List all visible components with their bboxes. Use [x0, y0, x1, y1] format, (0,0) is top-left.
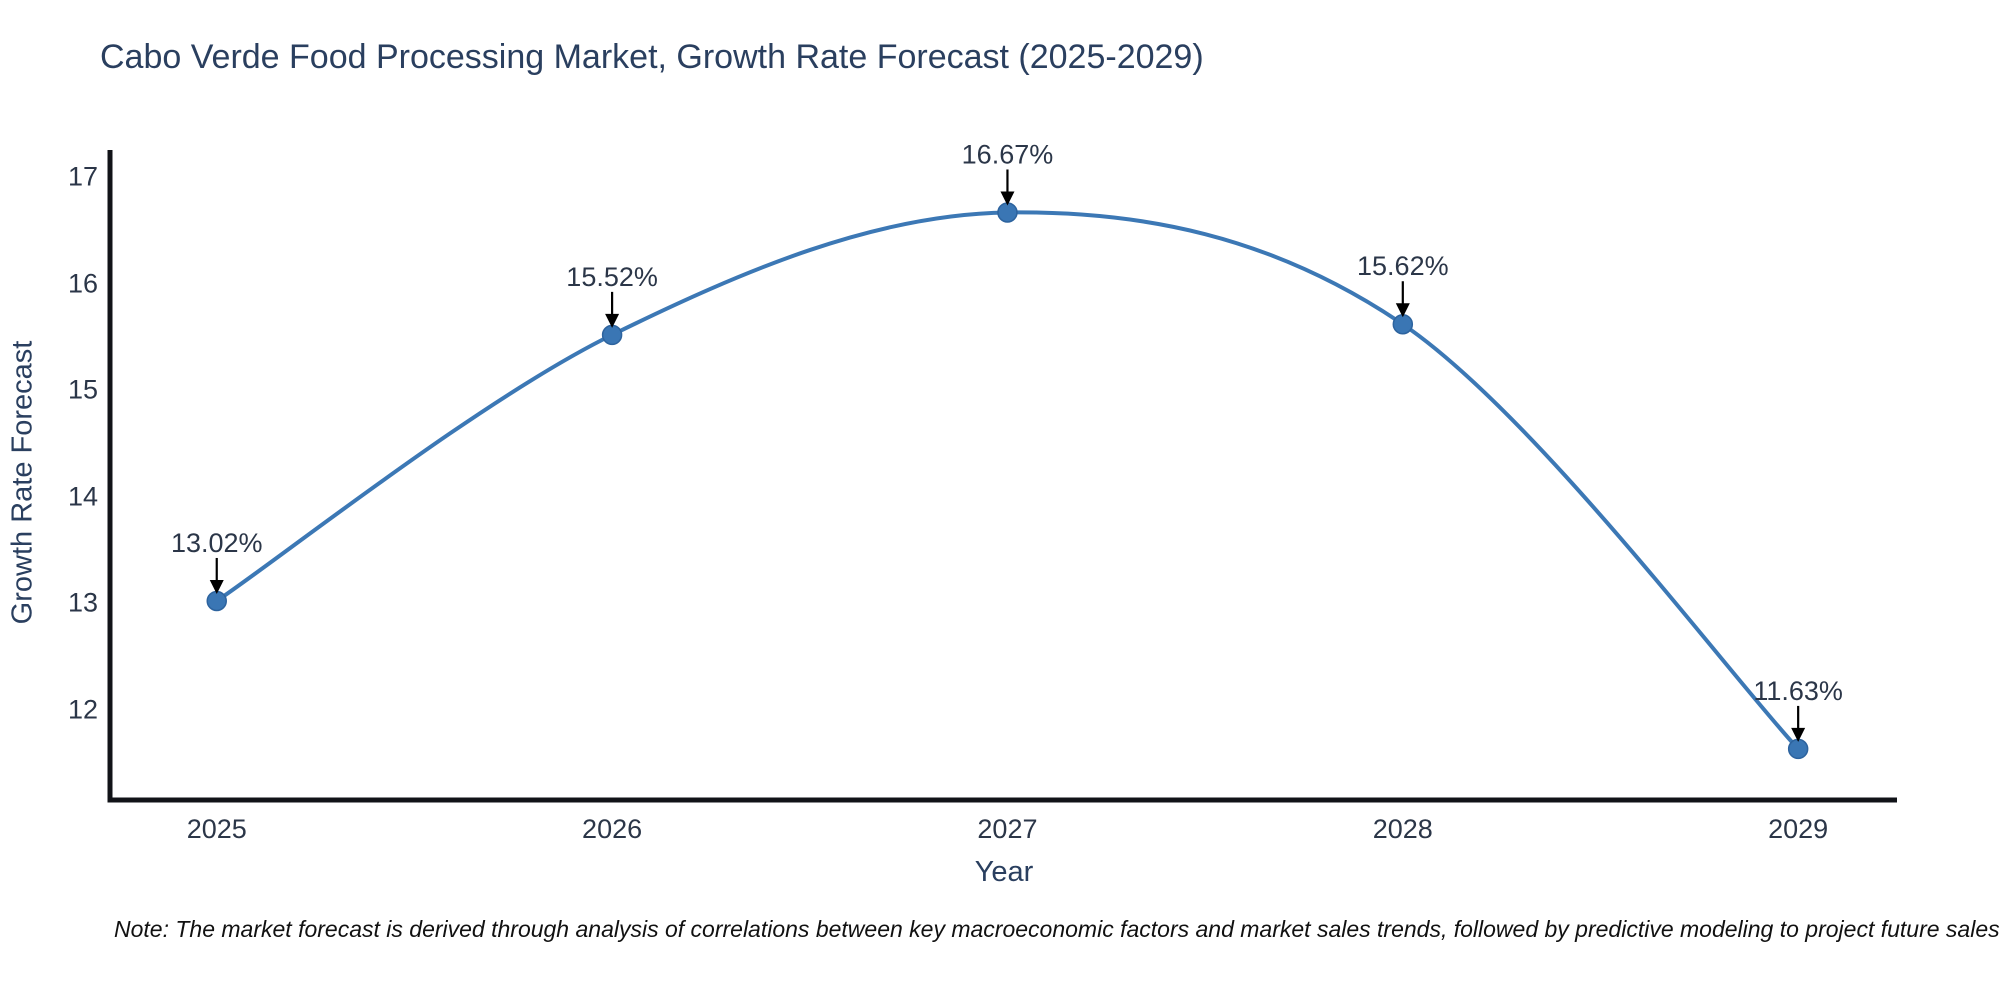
annotation-arrowhead	[1395, 303, 1410, 318]
x-tick-label: 2029	[1768, 814, 1829, 844]
data-point-label: 16.67%	[962, 139, 1054, 169]
x-tick-label: 2027	[977, 814, 1038, 844]
data-point-marker[interactable]	[1392, 313, 1414, 335]
data-point-label: 15.62%	[1357, 251, 1449, 281]
y-tick-label: 17	[67, 161, 98, 192]
y-tick-label: 14	[67, 481, 98, 512]
x-tick-label: 2026	[582, 814, 643, 844]
chart-note: Note: The market forecast is derived thr…	[114, 916, 2000, 942]
y-tick-label: 13	[67, 587, 98, 618]
data-point-marker[interactable]	[1787, 738, 1809, 760]
y-tick-label: 15	[67, 374, 98, 405]
annotation-arrowhead	[209, 579, 224, 594]
chart-title: Cabo Verde Food Processing Market, Growt…	[100, 38, 1204, 76]
y-tick-label: 16	[67, 268, 98, 299]
x-axis-title: Year	[974, 856, 1034, 888]
data-point-label: 13.02%	[171, 528, 263, 558]
data-point-marker[interactable]	[997, 202, 1018, 223]
data-point-marker[interactable]	[601, 324, 623, 346]
data-point-label: 11.63%	[1753, 676, 1843, 706]
annotation-arrowhead	[1000, 191, 1015, 206]
x-tick-label: 2025	[186, 814, 247, 844]
trend-line	[214, 210, 1801, 751]
x-tick-label: 2028	[1372, 814, 1433, 844]
data-point-label: 15.52%	[566, 262, 658, 292]
y-tick-label: 12	[67, 694, 98, 725]
data-point-marker[interactable]	[206, 590, 227, 612]
annotation-arrowhead	[605, 313, 620, 328]
annotation-arrowhead	[1791, 727, 1806, 742]
